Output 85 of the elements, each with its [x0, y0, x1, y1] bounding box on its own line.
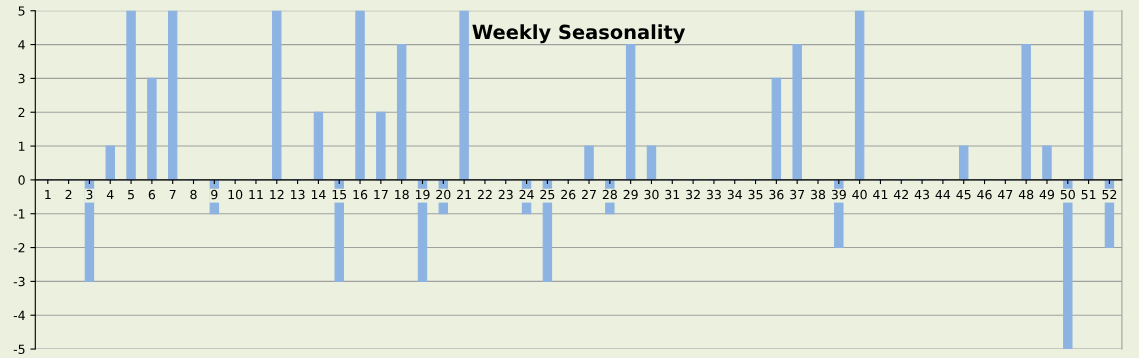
bar — [272, 10, 282, 181]
bar — [355, 10, 365, 181]
x-tick-label: 7 — [169, 190, 176, 200]
x-tick-label: 49 — [1039, 189, 1055, 200]
bar — [625, 44, 636, 181]
x-tick-label: 50 — [1060, 189, 1075, 200]
x-tick-label: 52 — [1102, 189, 1117, 200]
x-tick-label: 20 — [436, 189, 451, 200]
x-tick-label: 38 — [811, 189, 826, 200]
bar — [771, 77, 782, 181]
x-tick-label: 26 — [561, 189, 576, 200]
bar — [646, 145, 657, 181]
bar — [396, 44, 407, 181]
bar — [584, 145, 594, 181]
y-tick-label: 3 — [18, 73, 25, 84]
x-tick-label: 37 — [790, 189, 805, 200]
x-tick-label: 24 — [519, 189, 534, 200]
x-tick-label: 23 — [498, 189, 513, 200]
bar — [854, 10, 865, 181]
bar — [313, 111, 324, 181]
y-tick-label: -4 — [13, 310, 25, 320]
y-tick-label: -5 — [13, 344, 25, 354]
bar — [792, 44, 802, 181]
x-tick-label: 28 — [602, 189, 617, 200]
y-tick-label: -2 — [13, 243, 25, 253]
bar — [167, 10, 178, 181]
y-tick-label: 2 — [18, 107, 25, 117]
x-tick-label: 12 — [270, 189, 284, 200]
x-tick-label: 51 — [1081, 190, 1096, 200]
x-tick-label: 33 — [706, 189, 721, 200]
x-tick-label: 39 — [831, 189, 846, 200]
y-tick-label: 0 — [18, 175, 25, 185]
x-tick-label: 40 — [852, 189, 867, 200]
x-tick-label: 45 — [956, 190, 971, 200]
x-tick-label: 13 — [291, 189, 305, 200]
y-tick-label: 1 — [19, 141, 25, 151]
x-tick-label: 30 — [644, 189, 659, 200]
x-tick-label: 32 — [686, 189, 700, 200]
bar — [126, 10, 136, 181]
x-tick-label: 29 — [623, 189, 638, 200]
x-tick-label: 47 — [998, 190, 1013, 200]
x-tick-label: 4 — [106, 190, 114, 200]
x-tick-label: 41 — [873, 190, 888, 200]
x-tick-label: 6 — [148, 189, 156, 200]
x-tick-label: 19 — [415, 189, 430, 200]
y-tick-label: -1 — [13, 209, 25, 219]
x-tick-label: 17 — [374, 190, 388, 200]
y-tick-label: 5 — [18, 6, 25, 16]
text: Weekly Seasonality — [472, 24, 686, 44]
bar — [1042, 145, 1052, 181]
x-tick-label: 43 — [914, 189, 930, 200]
x-tick-label: 10 — [228, 189, 243, 200]
x-tick-label: 9 — [211, 189, 218, 200]
bar — [459, 10, 469, 181]
y-tick-label: -3 — [13, 276, 25, 287]
x-tick-label: 5 — [128, 190, 134, 200]
x-tick-label: 48 — [1018, 189, 1034, 200]
x-tick-label: 16 — [353, 189, 368, 200]
x-tick-label: 3 — [86, 189, 93, 200]
x-tick-label: 11 — [249, 190, 263, 200]
x-tick-label: 31 — [665, 189, 680, 200]
x-tick-label: 35 — [748, 189, 763, 200]
x-tick-label: 44 — [935, 190, 951, 200]
x-tick-label: 25 — [540, 189, 555, 200]
bar — [1021, 44, 1031, 181]
bar — [334, 179, 344, 282]
x-tick-label: 27 — [581, 189, 596, 200]
bar — [1083, 10, 1094, 181]
x-tick-label: 46 — [977, 189, 992, 200]
x-tick-label: 18 — [395, 189, 409, 200]
x-tick-label: 42 — [893, 189, 908, 200]
x-tick-label: 14 — [311, 190, 326, 200]
x-tick-label: 36 — [769, 189, 784, 200]
x-tick-label: 8 — [190, 189, 197, 200]
x-tick-label: 15 — [332, 190, 347, 200]
x-tick-label: 22 — [477, 189, 492, 200]
bar — [376, 111, 386, 181]
bar — [958, 145, 969, 181]
bar — [105, 145, 115, 181]
x-tick-label: 1 — [45, 190, 51, 200]
bar — [147, 77, 157, 181]
x-tick-label: 34 — [727, 189, 742, 200]
x-tick-label: 21 — [457, 189, 471, 200]
y-tick-label: 4 — [18, 40, 25, 50]
x-tick-label: 2 — [65, 189, 72, 200]
